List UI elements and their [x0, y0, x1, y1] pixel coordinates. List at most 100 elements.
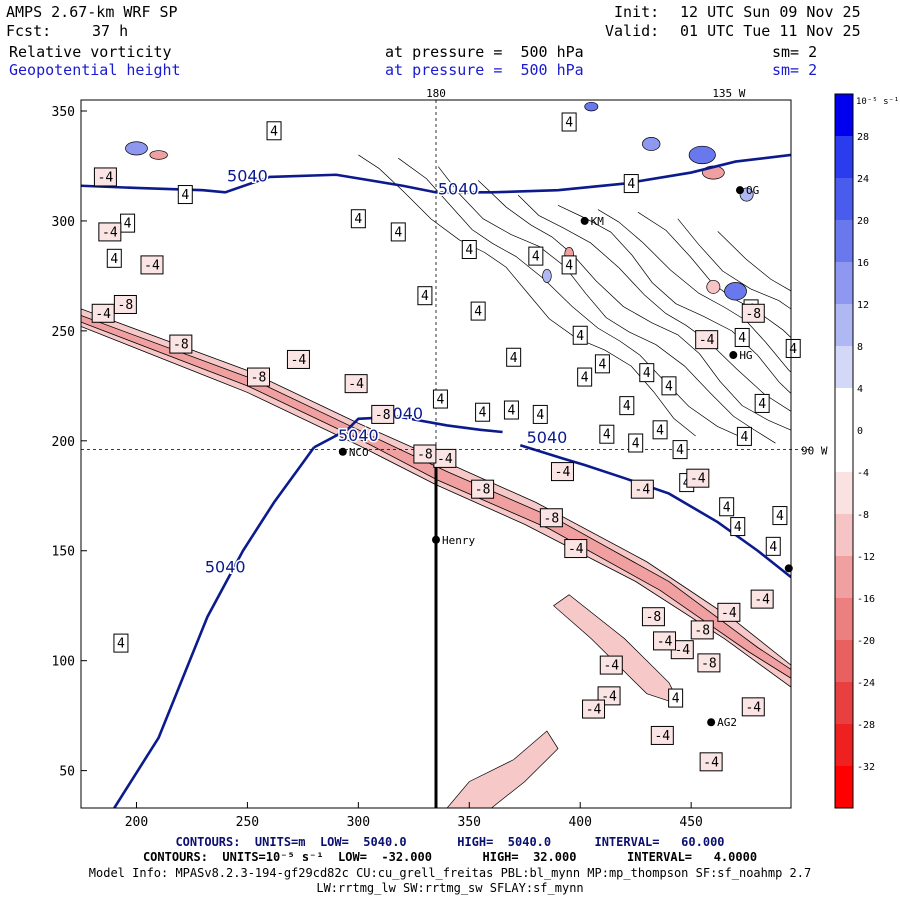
field1-name: Relative vorticity	[9, 43, 172, 61]
vorticity-patch-1	[553, 594, 681, 706]
x-tick-label-5: 450	[679, 815, 702, 830]
contour-label-20: 4	[632, 437, 640, 452]
colorbar-level-2: 24	[857, 174, 869, 185]
contour-label-box-13	[528, 246, 544, 266]
vorticity-contour-line-8	[677, 218, 791, 310]
contour-label-28: 4	[581, 371, 589, 386]
contour-label-18: 4	[536, 408, 544, 423]
vorticity-cell-10	[584, 101, 599, 112]
contour-label-33: 4	[776, 509, 784, 524]
contour-label-box-62	[113, 294, 137, 314]
contour-label-box-39	[623, 174, 639, 194]
y-tick-label-5: 300	[52, 215, 75, 230]
contour-label-box-11	[661, 376, 677, 396]
contour-label-box-56	[550, 462, 574, 482]
colorbar-level-11: -12	[857, 552, 875, 563]
contour-label-box-49	[686, 468, 710, 488]
top-longitude-label-1: 135 W	[712, 87, 745, 100]
contour-label-box-64	[247, 367, 270, 387]
station-label-1: Henry	[442, 534, 475, 547]
colorbar-level-1: 28	[857, 132, 869, 143]
x-tick-label-2: 300	[347, 815, 370, 830]
contour-label-box-2	[106, 248, 122, 268]
contour-label-1: 4	[124, 217, 132, 232]
y-tick-label-2: 150	[52, 545, 75, 560]
contour-label-61: -4	[745, 700, 761, 715]
contour-label-17: 4	[508, 404, 516, 419]
contour-label-60: -4	[703, 755, 719, 770]
contour-label-38: 4	[565, 115, 573, 130]
contour-label-box-50	[750, 589, 774, 609]
colorbar-segment-4	[835, 262, 853, 305]
colorbar-segment-8	[835, 430, 853, 473]
contour-label-box-63	[169, 334, 193, 354]
contour-label-22: 4	[740, 430, 748, 445]
contour-label-box-36	[668, 688, 684, 708]
contour-label-box-32	[719, 497, 735, 517]
contour-label-box-3	[177, 185, 193, 205]
contour-label-30: 4	[656, 423, 664, 438]
station-label-4: KM	[591, 215, 605, 228]
colorbar-segment-2	[835, 178, 853, 221]
contour-label-box-30	[652, 420, 668, 440]
contour-label-66: -8	[417, 448, 433, 463]
station-marker-4	[580, 216, 589, 225]
x-tick-label-0: 200	[125, 815, 148, 830]
top-longitude-label-0: 180	[426, 87, 446, 100]
y-tick-label-1: 100	[52, 655, 75, 670]
contour-label-box-60	[699, 752, 723, 772]
footer-height-contours: CONTOURS: UNITS=m LOW= 5040.0 HIGH= 5040…	[175, 835, 725, 849]
contour-label-52: -4	[674, 643, 690, 658]
contour-label-box-4	[350, 209, 366, 229]
contour-label-47: -4	[635, 483, 651, 498]
contour-label-64: -8	[251, 371, 267, 386]
contour-label-box-66	[413, 444, 437, 464]
contour-label-box-59	[650, 725, 674, 745]
contour-label-9: 4	[598, 357, 606, 372]
contour-label-box-51	[717, 602, 741, 622]
contour-label-box-16	[475, 402, 491, 422]
contour-label-box-20	[628, 433, 644, 453]
valid-label: Valid:	[605, 22, 660, 40]
contour-label-57: -4	[601, 689, 617, 704]
contour-label-box-54	[653, 631, 677, 651]
colorbar-segment-7	[835, 388, 853, 431]
contour-label-72: -8	[745, 307, 761, 322]
x-tick-label-3: 350	[458, 815, 481, 830]
contour-label-23: 4	[758, 397, 766, 412]
colorbar-level-14: -24	[857, 678, 875, 689]
vorticity-patch-0	[446, 730, 559, 808]
colorbar-level-16: -32	[857, 762, 875, 773]
contour-label-box-72	[741, 303, 765, 323]
x-tick-label-1: 250	[236, 815, 259, 830]
contour-label-14: 4	[565, 258, 573, 273]
contour-label-box-34	[730, 517, 746, 537]
contour-label-box-35	[765, 536, 781, 556]
contour-label-63: -8	[173, 338, 189, 353]
height-contour-1	[113, 446, 316, 808]
contour-label-19: 4	[603, 428, 611, 443]
contour-label-box-40	[93, 167, 117, 187]
contour-label-34: 4	[734, 520, 742, 535]
contour-label-box-70	[690, 620, 714, 640]
contour-label-37: 4	[117, 637, 125, 652]
field2-sm: sm= 2	[772, 61, 818, 79]
contour-label-35: 4	[769, 540, 777, 555]
contour-label-box-45	[344, 374, 368, 394]
contour-label-box-41	[98, 222, 122, 242]
contour-label-51: -4	[721, 606, 737, 621]
contour-label-26: 4	[789, 342, 797, 357]
init-value: 12 UTC Sun 09 Nov 25	[680, 3, 861, 21]
contour-label-box-28	[577, 367, 593, 387]
contour-label-53: -4	[603, 659, 619, 674]
colorbar-segment-3	[835, 220, 853, 263]
colorbar-level-8: 0	[857, 426, 863, 437]
vorticity-cell-8	[542, 268, 552, 283]
contour-label-box-19	[599, 424, 615, 444]
contour-label-box-14	[561, 255, 577, 275]
field1-sm: sm= 2	[772, 43, 818, 61]
contour-label-box-6	[417, 286, 433, 306]
contour-label-box-10	[639, 363, 655, 383]
contour-label-41: -4	[102, 225, 118, 240]
vorticity-contour-line-3	[477, 180, 791, 431]
